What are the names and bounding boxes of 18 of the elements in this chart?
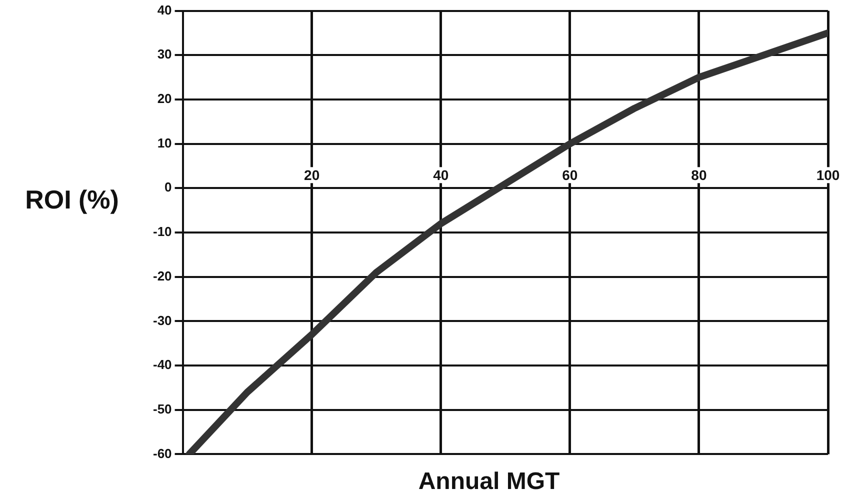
x-tick-label: 100 <box>816 167 840 184</box>
x-axis-title: Annual MGT <box>418 468 560 496</box>
x-tick-label: 80 <box>691 167 707 184</box>
y-tick-label: 40 <box>157 2 172 18</box>
y-tick-label: -10 <box>152 224 172 240</box>
y-tick-label: -20 <box>152 268 172 284</box>
x-tick-label: 40 <box>433 167 449 184</box>
y-tick-label: 0 <box>164 180 172 195</box>
y-tick-label: -60 <box>152 446 172 461</box>
x-tick-label: 20 <box>304 167 320 184</box>
y-tick-label: 10 <box>157 135 172 150</box>
y-tick-label: 20 <box>157 91 172 106</box>
y-tick-label: 30 <box>157 46 172 62</box>
x-tick-label: 60 <box>562 167 578 184</box>
y-axis-title: ROI (%) <box>25 184 119 215</box>
y-tick-label: -40 <box>152 357 172 372</box>
y-tick-label: -50 <box>152 401 172 416</box>
y-tick-label: -30 <box>152 312 172 328</box>
